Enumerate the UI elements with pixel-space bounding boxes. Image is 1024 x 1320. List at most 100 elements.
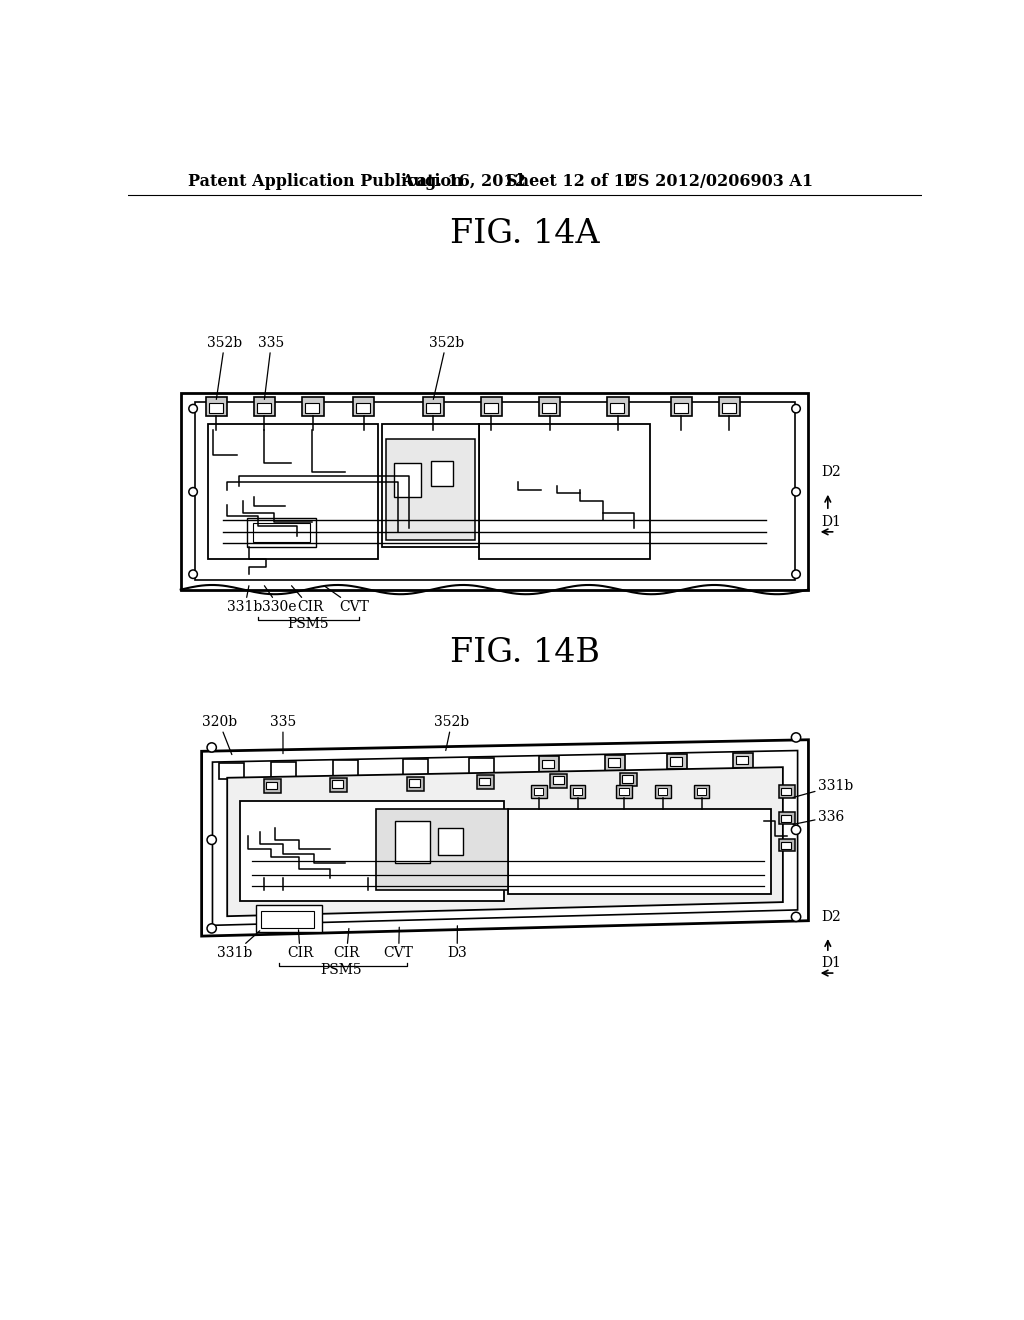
Bar (620, 788, 629, 795)
Bar (253, 524, 310, 543)
Bar (697, 788, 707, 795)
Circle shape (188, 404, 198, 413)
Text: FIG. 14B: FIG. 14B (450, 638, 600, 669)
Bar (208, 424, 378, 558)
Text: 336: 336 (793, 809, 844, 825)
Bar (542, 759, 554, 768)
Bar (719, 397, 740, 416)
Circle shape (792, 570, 801, 578)
Bar (386, 440, 475, 540)
Bar (610, 404, 624, 412)
Bar (266, 781, 276, 789)
Bar (403, 759, 428, 776)
Circle shape (792, 825, 801, 834)
Bar (604, 755, 625, 771)
Text: CIR: CIR (292, 586, 324, 614)
Bar (539, 756, 559, 772)
Text: 331b: 331b (227, 586, 262, 614)
Text: 331b: 331b (217, 931, 260, 960)
Text: Aug. 16, 2012: Aug. 16, 2012 (400, 173, 525, 190)
Bar (607, 397, 629, 416)
Text: 352b: 352b (434, 715, 469, 751)
Bar (302, 397, 324, 416)
Bar (241, 801, 504, 902)
Bar (616, 785, 632, 797)
Text: 320b: 320b (202, 715, 237, 755)
Circle shape (792, 487, 801, 496)
Text: Patent Application Publication: Patent Application Publication (188, 173, 463, 190)
Text: D1: D1 (821, 956, 842, 970)
Text: 330e: 330e (262, 586, 297, 614)
Bar (423, 397, 444, 416)
Bar (261, 911, 314, 928)
Bar (206, 397, 227, 416)
Bar (271, 762, 296, 779)
Bar (477, 775, 494, 789)
Bar (671, 397, 692, 416)
Polygon shape (212, 751, 798, 925)
Circle shape (188, 487, 198, 496)
Bar (263, 779, 281, 793)
Bar (305, 404, 319, 412)
Bar (781, 788, 791, 795)
Circle shape (792, 733, 801, 742)
Bar (667, 754, 687, 770)
Text: CVT: CVT (384, 927, 414, 960)
Bar (779, 785, 795, 797)
Bar (209, 404, 222, 412)
Polygon shape (202, 739, 809, 936)
Bar (479, 424, 649, 558)
Bar (508, 809, 771, 894)
Bar (569, 785, 586, 797)
Bar (254, 397, 275, 416)
Circle shape (207, 924, 216, 933)
Bar (256, 906, 322, 932)
Text: CIR: CIR (334, 928, 359, 960)
Bar (779, 812, 795, 825)
Circle shape (207, 743, 216, 752)
Text: D2: D2 (821, 466, 842, 479)
Bar (330, 777, 346, 792)
Bar (674, 404, 687, 412)
Circle shape (188, 570, 198, 578)
Bar (531, 785, 547, 797)
Bar (431, 461, 453, 486)
Circle shape (207, 836, 216, 845)
Bar (394, 462, 421, 498)
Circle shape (792, 404, 801, 413)
Bar (479, 777, 489, 785)
Bar (376, 809, 508, 890)
Bar (658, 788, 668, 795)
Bar (553, 776, 563, 784)
Bar (732, 752, 753, 768)
Circle shape (792, 912, 801, 921)
Bar (407, 776, 424, 791)
Polygon shape (227, 767, 783, 916)
Text: FIG. 14A: FIG. 14A (450, 218, 600, 251)
Text: 335: 335 (258, 337, 285, 400)
Bar (539, 397, 560, 416)
Bar (332, 780, 343, 788)
Text: US 2012/0206903 A1: US 2012/0206903 A1 (624, 173, 813, 190)
Text: D2: D2 (821, 909, 842, 924)
Bar (621, 772, 637, 787)
Text: D1: D1 (821, 516, 842, 529)
Bar (735, 756, 748, 764)
Bar (655, 785, 671, 797)
Bar (722, 404, 735, 412)
Bar (781, 842, 791, 849)
Bar (247, 517, 316, 548)
Bar (356, 404, 370, 412)
Bar (180, 393, 809, 590)
Text: 352b: 352b (207, 337, 242, 400)
Bar (542, 404, 556, 412)
Bar (469, 758, 494, 775)
Text: PSM5: PSM5 (321, 964, 361, 977)
Bar (352, 397, 375, 416)
Bar (607, 758, 621, 767)
Bar (395, 821, 430, 863)
Bar (781, 816, 791, 822)
Bar (438, 829, 463, 855)
Text: D3: D3 (447, 925, 467, 960)
Bar (334, 760, 358, 777)
